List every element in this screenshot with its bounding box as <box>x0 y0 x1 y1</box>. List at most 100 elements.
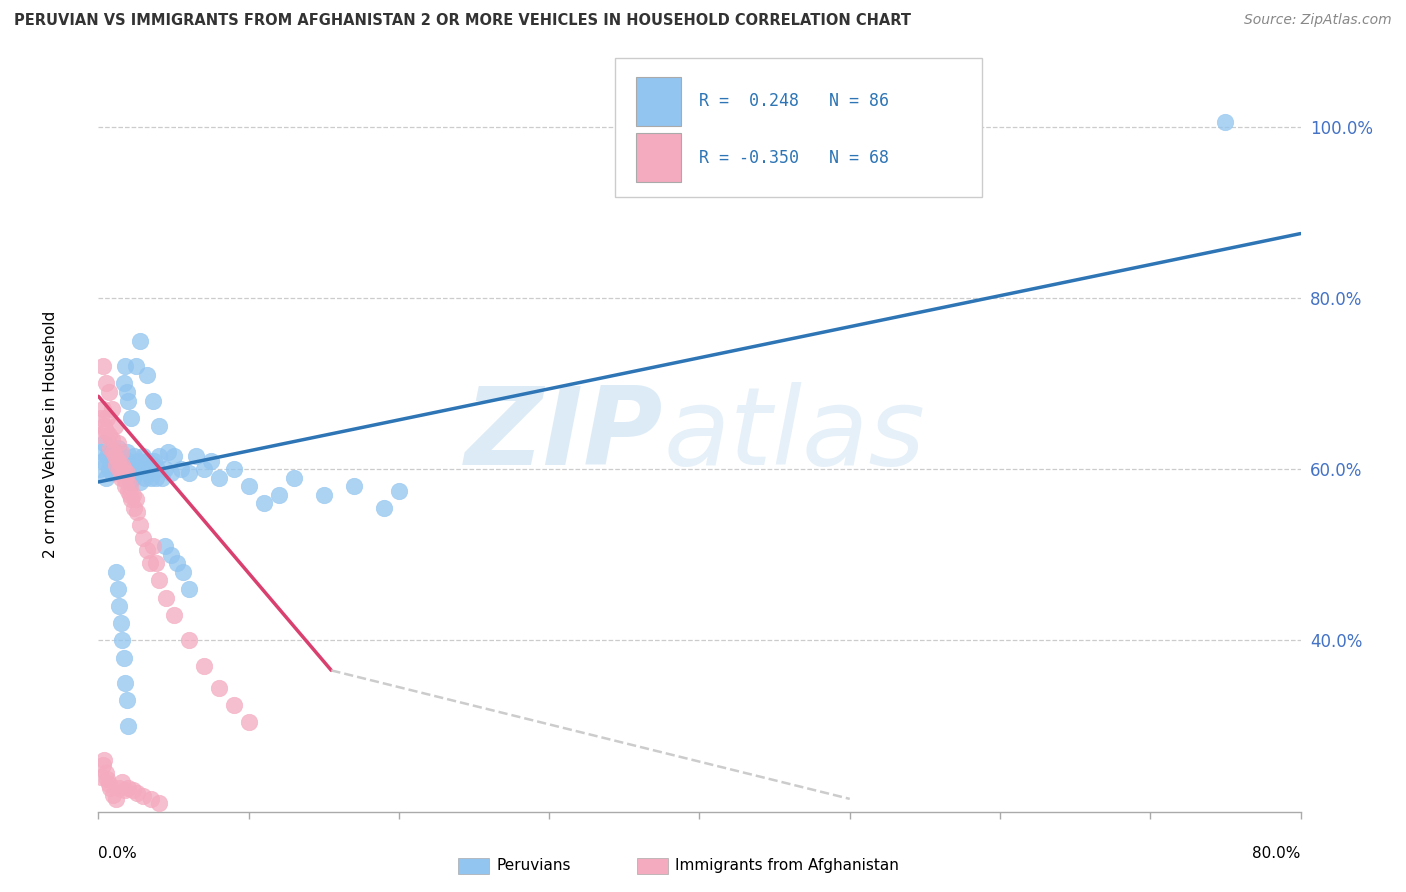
Point <box>107 453 129 467</box>
Point <box>117 453 139 467</box>
Point <box>148 419 170 434</box>
Point <box>108 462 131 476</box>
Point <box>1215 115 1237 129</box>
Point <box>93 419 115 434</box>
Point <box>121 458 143 472</box>
Point <box>94 376 117 391</box>
Point <box>117 719 139 733</box>
Point <box>107 441 129 455</box>
Point <box>155 591 177 605</box>
Point <box>222 462 245 476</box>
Text: 80.0%: 80.0% <box>1253 846 1301 861</box>
Bar <box>458 858 489 874</box>
Point <box>128 453 150 467</box>
Point <box>132 789 155 804</box>
Point <box>107 582 129 596</box>
Point <box>108 599 131 614</box>
Point <box>134 471 156 485</box>
Point <box>110 445 132 459</box>
Point <box>177 467 200 481</box>
Point <box>101 432 124 446</box>
Point <box>105 450 128 464</box>
Point <box>124 450 146 464</box>
Point <box>117 393 139 408</box>
FancyBboxPatch shape <box>616 58 981 197</box>
Point <box>115 445 138 459</box>
Point <box>115 475 138 489</box>
Point <box>114 676 136 690</box>
Point <box>115 467 138 481</box>
Point <box>121 492 143 507</box>
Text: R =  0.248   N = 86: R = 0.248 N = 86 <box>700 92 890 111</box>
Bar <box>636 134 682 182</box>
Point <box>388 483 411 498</box>
Point <box>96 450 118 464</box>
Point <box>162 450 184 464</box>
Point <box>253 496 276 510</box>
Point <box>148 796 170 810</box>
Point <box>150 471 173 485</box>
Point <box>111 450 134 464</box>
Point <box>208 681 231 695</box>
Point <box>103 458 125 472</box>
Point <box>118 475 141 489</box>
Bar <box>636 77 682 126</box>
Point <box>114 479 136 493</box>
Point <box>208 471 231 485</box>
Point <box>94 471 117 485</box>
Point <box>101 467 124 481</box>
Point <box>108 780 131 795</box>
Point <box>238 479 260 493</box>
Point <box>91 757 114 772</box>
Point <box>105 565 128 579</box>
Point <box>91 359 114 374</box>
Point <box>111 774 134 789</box>
Point <box>121 410 143 425</box>
Point <box>90 410 112 425</box>
Point <box>141 539 163 553</box>
Text: ZIP: ZIP <box>465 382 664 488</box>
Point <box>153 539 176 553</box>
Point <box>93 436 115 450</box>
Point <box>143 453 166 467</box>
Text: atlas: atlas <box>664 383 925 487</box>
Point <box>148 574 170 588</box>
Point <box>141 458 163 472</box>
Point <box>104 450 127 464</box>
Point <box>139 471 162 485</box>
Point <box>125 492 148 507</box>
Point <box>117 780 139 795</box>
Point <box>156 445 179 459</box>
Point <box>112 458 135 472</box>
Point <box>90 771 112 785</box>
Point <box>373 500 395 515</box>
Point <box>138 467 160 481</box>
Point <box>141 393 163 408</box>
Point <box>97 777 120 791</box>
Point <box>132 531 155 545</box>
Point <box>125 359 148 374</box>
Text: Source: ZipAtlas.com: Source: ZipAtlas.com <box>1244 13 1392 28</box>
Point <box>105 458 128 472</box>
Point <box>108 462 131 476</box>
Point <box>114 359 136 374</box>
Point <box>177 633 200 648</box>
Point <box>110 616 132 631</box>
Point <box>135 543 157 558</box>
Point <box>172 565 194 579</box>
Point <box>267 488 290 502</box>
Point <box>104 445 127 459</box>
Point <box>112 471 135 485</box>
Point <box>177 582 200 596</box>
Point <box>193 659 215 673</box>
Point <box>105 792 128 806</box>
Point <box>103 788 125 802</box>
Point <box>110 453 132 467</box>
Point <box>111 633 134 648</box>
Text: Peruvians: Peruvians <box>496 858 571 872</box>
Text: PERUVIAN VS IMMIGRANTS FROM AFGHANISTAN 2 OR MORE VEHICLES IN HOUSEHOLD CORRELAT: PERUVIAN VS IMMIGRANTS FROM AFGHANISTAN … <box>14 13 911 29</box>
Point <box>138 557 160 571</box>
Point <box>112 462 135 476</box>
Point <box>90 445 112 459</box>
Point <box>283 471 305 485</box>
